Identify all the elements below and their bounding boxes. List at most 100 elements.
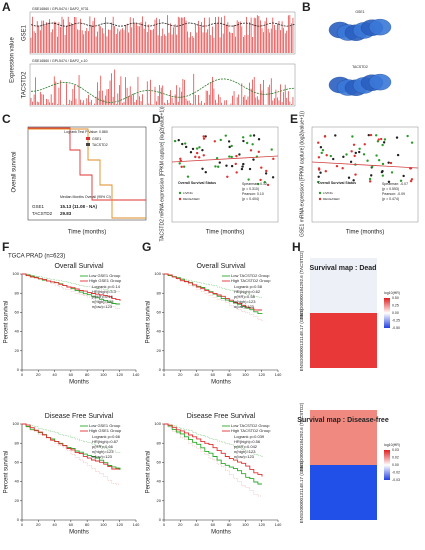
scatter-point <box>180 165 183 168</box>
legend-swatch <box>86 137 90 140</box>
label: Logrank p=0.58 <box>234 284 263 289</box>
label: 100 <box>12 421 19 426</box>
legend-dot <box>178 197 182 201</box>
label: 80 <box>85 522 90 527</box>
colorbar <box>384 450 390 480</box>
scatter-point <box>225 164 228 167</box>
scatter-point <box>319 146 323 149</box>
label: 20 <box>36 372 41 377</box>
scatter-point <box>224 134 227 137</box>
label: 140 <box>275 372 282 377</box>
scatter-point <box>235 171 238 174</box>
structure-blob <box>368 18 392 36</box>
label: p(HR)=0.042 <box>234 444 258 449</box>
scatter-point <box>213 140 217 143</box>
label: 80 <box>85 372 90 377</box>
scatter-point <box>191 147 195 151</box>
label: n(high)=123 <box>92 299 114 304</box>
label: Expression value <box>10 36 16 82</box>
label: Logrank p=0.66 <box>92 434 121 439</box>
km-curve <box>22 423 120 470</box>
label: log10(HR) <box>384 291 400 295</box>
scatter-point <box>351 135 354 138</box>
label: 40 <box>52 372 57 377</box>
label: 40 <box>15 329 20 334</box>
label: 140 <box>133 372 140 377</box>
label: 100 <box>242 522 249 527</box>
label: -0.50 <box>392 326 400 330</box>
scatter-point <box>320 151 323 155</box>
heatmap-title: Survival map : Dead <box>310 265 377 272</box>
scatter-point <box>178 162 181 165</box>
label: 0 <box>159 367 162 372</box>
scatter-point <box>242 139 245 143</box>
scatter-point <box>379 137 383 141</box>
scatter-point <box>353 154 356 158</box>
scatter-point <box>410 141 414 144</box>
label: 40 <box>15 479 20 484</box>
trend-line <box>30 22 296 27</box>
label: -0.25 <box>392 318 400 322</box>
colorbar <box>384 298 390 328</box>
scatter-point <box>249 134 252 137</box>
label: n(low)=123 <box>234 454 255 459</box>
label: 60 <box>211 372 216 377</box>
km-curve <box>22 273 121 292</box>
scatter-point <box>382 141 386 144</box>
label: 0 <box>163 372 166 377</box>
label: GSE1 <box>32 204 45 209</box>
panel-label: E <box>290 112 298 126</box>
scatter-point <box>260 166 263 169</box>
panel-label: A <box>2 0 11 14</box>
label: 0 <box>163 522 166 527</box>
panel-label: C <box>2 112 11 126</box>
label: GSE1 <box>355 10 364 14</box>
scatter-point <box>389 161 393 165</box>
scatter-point <box>247 178 250 181</box>
scatter-point <box>395 136 399 139</box>
scatter-point <box>195 151 199 155</box>
scatter-point <box>249 149 253 152</box>
label: TACSTD2 <box>352 65 368 69</box>
scatter-point <box>198 146 201 149</box>
scatter-point <box>195 147 199 150</box>
scatter-point <box>370 174 373 177</box>
label: Months <box>211 530 231 536</box>
scatter-point <box>184 145 188 149</box>
label: Months <box>69 380 89 386</box>
plot-frame <box>311 126 419 223</box>
scatter-point <box>329 154 333 158</box>
label: 40 <box>157 329 162 334</box>
scatter-point <box>334 134 337 137</box>
label: 0.02 <box>392 455 399 459</box>
label: 0 <box>21 522 24 527</box>
km-curve <box>164 423 263 477</box>
scatter-point <box>252 134 256 137</box>
label: Median Months Overall (95% CI) <box>60 195 111 199</box>
label: 60 <box>15 309 20 314</box>
scatter-point <box>214 165 217 168</box>
scatter-point <box>235 154 238 158</box>
scatter-point <box>368 180 372 183</box>
panel-label: F <box>2 240 9 254</box>
label: TACSTD2 <box>22 71 28 99</box>
heat-cell <box>310 258 377 313</box>
label: -0.02 <box>392 470 400 474</box>
label: 80 <box>227 372 232 377</box>
label: 0.00 <box>392 463 399 467</box>
label: LIVING <box>183 191 194 195</box>
scatter-point <box>350 150 353 153</box>
scatter-point <box>317 141 320 144</box>
label: 0 <box>159 517 162 522</box>
scatter-point <box>368 177 372 181</box>
scatter-point <box>241 136 245 139</box>
label: Logrank p=0.14 <box>92 284 121 289</box>
scatter-point <box>202 137 206 140</box>
label: Time (months) <box>346 230 384 236</box>
scatter-point <box>241 165 244 168</box>
label: 100 <box>100 372 107 377</box>
label: TACSTD2 <box>92 143 108 147</box>
scatter-point <box>406 134 409 138</box>
km-curve <box>164 273 262 311</box>
scatter-point <box>257 182 260 186</box>
